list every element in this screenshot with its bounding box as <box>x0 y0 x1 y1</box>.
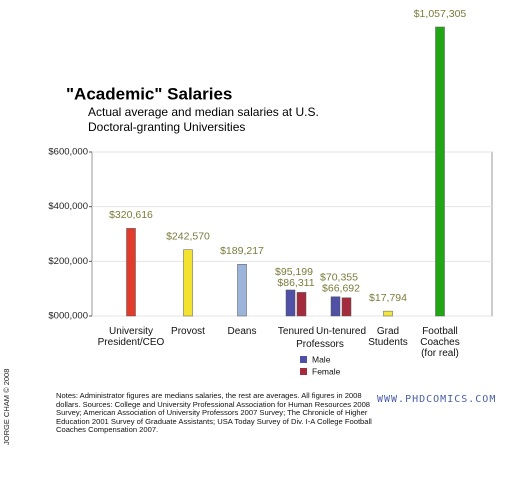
y-tick-label: $600,000 <box>48 147 88 158</box>
bar <box>330 296 341 317</box>
x-tick-label: University President/CEO <box>97 326 165 348</box>
legend-label: Female <box>312 366 341 376</box>
bar <box>183 249 193 317</box>
bar <box>383 310 393 317</box>
value-label: $242,570 <box>166 230 210 242</box>
y-tick-label: $400,000 <box>48 201 88 212</box>
chart-title: "Academic" Salaries <box>66 84 232 103</box>
value-label: $17,794 <box>369 292 407 304</box>
y-tick-label: $200,000 <box>48 256 88 267</box>
value-label: $189,217 <box>220 245 264 257</box>
bar <box>126 228 136 317</box>
value-label: $86,311 <box>277 277 314 289</box>
value-label: $70,355 <box>320 272 358 284</box>
group-label: Professors <box>296 339 344 350</box>
website: WWW.PHDCOMICS.COM <box>377 394 497 405</box>
x-tick-label: Provost <box>171 326 205 337</box>
x-tick-label: Deans <box>227 326 257 337</box>
notes: Notes: Administrator figures are medians… <box>56 391 372 435</box>
subtitle: Doctoral-granting Universities <box>88 120 245 134</box>
x-tick-label: Tenured <box>277 326 315 337</box>
bar <box>296 292 307 317</box>
x-tick-label: Grad Students <box>368 326 408 348</box>
subtitle: Actual average and median salaries at U.… <box>88 105 319 119</box>
x-tick-label: Un-tenured <box>315 326 367 337</box>
y-tick-label: $000,000 <box>48 311 88 322</box>
legend-swatch <box>300 356 307 363</box>
bar <box>237 264 247 317</box>
value-label: $66,692 <box>322 283 360 295</box>
value-label: $95,199 <box>275 266 313 278</box>
value-label: $1,057,305 <box>414 8 467 20</box>
bar <box>341 297 352 317</box>
legend-swatch <box>300 368 307 375</box>
x-tick-label: Football Coaches (for real) <box>420 326 460 359</box>
credit: JORGE CHAM © 2008 <box>2 368 11 445</box>
value-label: $320,616 <box>109 209 153 221</box>
bar <box>435 26 445 317</box>
legend-label: Male <box>312 354 331 364</box>
bar <box>285 289 296 317</box>
